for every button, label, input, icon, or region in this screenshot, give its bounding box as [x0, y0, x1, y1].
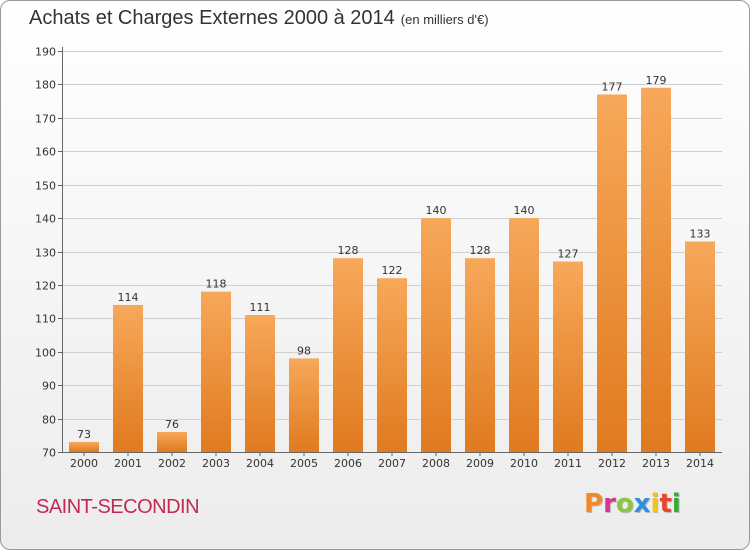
data-label: 111 [250, 301, 271, 314]
data-label: 122 [382, 264, 403, 277]
data-label: 179 [646, 74, 667, 87]
data-labels: 73 114 76 118 111 98 128 122 140 128 140 127 177 179 1… [77, 74, 711, 441]
bar [245, 314, 275, 452]
logo-letter: r [603, 489, 616, 519]
bar [333, 258, 363, 452]
bar [201, 291, 231, 452]
x-tick-label: 2013 [642, 457, 670, 470]
data-label: 140 [514, 204, 535, 217]
y-tick-label: 130 [35, 247, 56, 260]
y-tick-label: 110 [35, 313, 56, 326]
x-tick-label: 2014 [686, 457, 714, 470]
y-tick-label: 150 [35, 180, 56, 193]
x-tick-label: 2001 [114, 457, 142, 470]
data-label: 114 [118, 291, 139, 304]
y-tick-label: 160 [35, 146, 56, 159]
x-tick-label: 2000 [70, 457, 98, 470]
data-label: 76 [165, 418, 179, 431]
chart-title-text: Achats et Charges Externes 2000 à 2014 [29, 7, 395, 29]
y-tick-label: 80 [42, 414, 56, 427]
bar [553, 261, 583, 452]
data-label: 140 [426, 204, 447, 217]
logo-letter: t [659, 489, 672, 519]
data-label: 127 [558, 248, 579, 261]
bar [69, 441, 99, 452]
logo-letter: x [633, 489, 651, 519]
logo-letter: o [615, 489, 634, 519]
bar [421, 218, 451, 452]
y-tick-label: 140 [35, 213, 56, 226]
y-tick-label: 170 [35, 113, 56, 126]
bar [113, 304, 143, 452]
x-tick-label: 2011 [554, 457, 582, 470]
data-label: 133 [690, 227, 711, 240]
x-tick-label: 2002 [158, 457, 186, 470]
logo-letter: i [650, 489, 660, 519]
x-tick-label: 2006 [334, 457, 362, 470]
x-tick-label: 2005 [290, 457, 318, 470]
x-tick-label: 2012 [598, 457, 626, 470]
y-tick-label: 120 [35, 280, 56, 293]
chart-subtitle: (en milliers d'€) [400, 12, 489, 27]
data-label: 177 [602, 80, 623, 93]
x-tick-label: 2010 [510, 457, 538, 470]
y-tick-label: 190 [35, 46, 56, 59]
x-tick-label: 2004 [246, 457, 274, 470]
bars [69, 87, 715, 453]
data-label: 118 [206, 278, 227, 291]
chart-title: Achats et Charges Externes 2000 à 2014 (e… [29, 7, 489, 30]
data-label: 128 [470, 244, 491, 257]
x-tick-label: 2009 [466, 457, 494, 470]
bar [597, 94, 627, 453]
x-tick-label: 2003 [202, 457, 230, 470]
bar [465, 258, 495, 452]
bar [377, 278, 407, 452]
proxiti-logo[interactable]: Proxiti [584, 489, 681, 519]
y-tick-label: 70 [42, 447, 56, 460]
x-tick-label: 2007 [378, 457, 406, 470]
commune-name: SAINT-SECONDIN [36, 496, 200, 518]
data-label: 73 [77, 428, 91, 441]
bar [289, 358, 319, 452]
bar [685, 241, 715, 452]
bar [157, 431, 187, 452]
y-tick-label: 180 [35, 79, 56, 92]
axes: 70 80 90 100 110 120 130 140 150 160 170 180 190 2000… [35, 46, 722, 470]
logo-letter: P [584, 489, 604, 519]
bar [641, 87, 671, 452]
y-tick-label: 90 [42, 380, 56, 393]
bar [509, 218, 539, 452]
data-label: 128 [338, 244, 359, 257]
logo-letter: i [671, 489, 681, 519]
x-tick-label: 2008 [422, 457, 450, 470]
data-label: 98 [297, 344, 311, 357]
y-tick-label: 100 [35, 347, 56, 360]
